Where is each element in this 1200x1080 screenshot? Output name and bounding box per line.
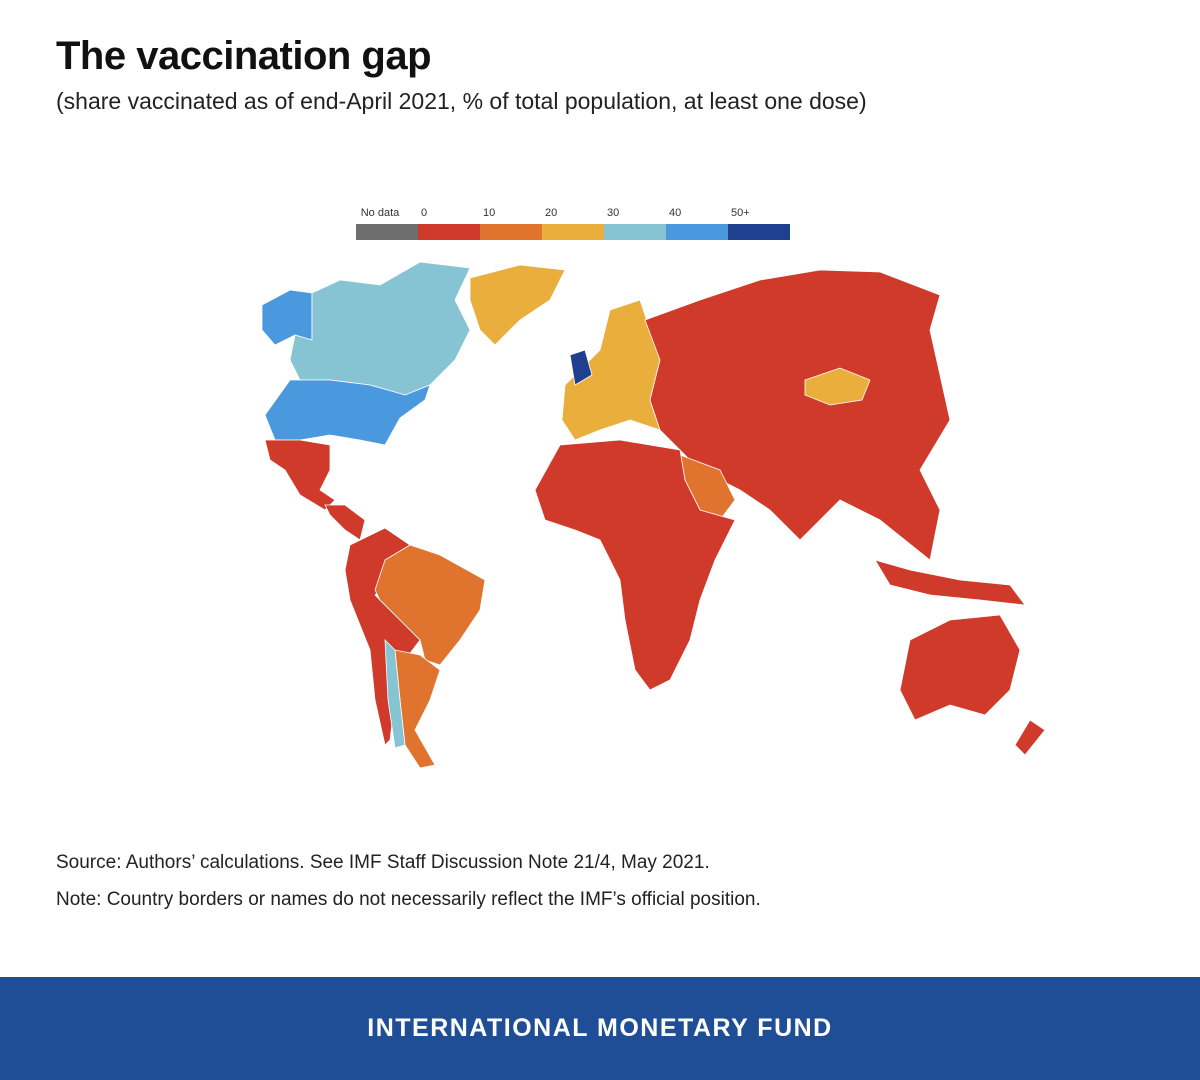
legend-swatch — [604, 224, 666, 240]
legend-label: 30 — [607, 207, 619, 219]
legend-label: 10 — [483, 207, 495, 219]
legend-label: 40 — [669, 207, 681, 219]
legend: No data 0 10 20 30 40 50+ — [356, 207, 790, 240]
legend-swatch — [356, 224, 418, 240]
argentina — [394, 649, 441, 769]
legend-label: 0 — [421, 207, 427, 219]
mongolia — [804, 367, 871, 406]
africa — [534, 439, 736, 691]
uk — [569, 349, 593, 386]
legend-swatch — [480, 224, 542, 240]
central-america — [324, 504, 366, 541]
title: The vaccination gap — [56, 34, 432, 78]
world-map — [261, 261, 1046, 769]
map: No data 0 10 20 30 40 50+ — [261, 207, 1046, 769]
canada — [289, 261, 471, 396]
subtitle: (share vaccinated as of end-April 2021, … — [56, 88, 867, 114]
mexico — [264, 439, 336, 511]
note: Note: Country borders or names do not ne… — [56, 889, 761, 910]
source: Source: Authors’ calculations. See IMF S… — [56, 852, 710, 873]
legend-label: 50+ — [731, 207, 750, 219]
legend-swatch — [542, 224, 604, 240]
alaska — [261, 289, 313, 346]
indonesia — [874, 559, 1026, 606]
footer: INTERNATIONAL MONETARY FUND — [0, 977, 1200, 1080]
legend-swatch — [418, 224, 480, 240]
brazil — [374, 544, 486, 666]
legend-label: No data — [361, 207, 400, 219]
legend-label: 20 — [545, 207, 557, 219]
australia — [899, 614, 1021, 721]
legend-swatch — [666, 224, 728, 240]
russia-asia — [644, 269, 951, 561]
greenland — [469, 264, 566, 346]
chile — [384, 638, 406, 749]
legend-swatch — [728, 224, 790, 240]
new-zealand — [1014, 719, 1046, 756]
